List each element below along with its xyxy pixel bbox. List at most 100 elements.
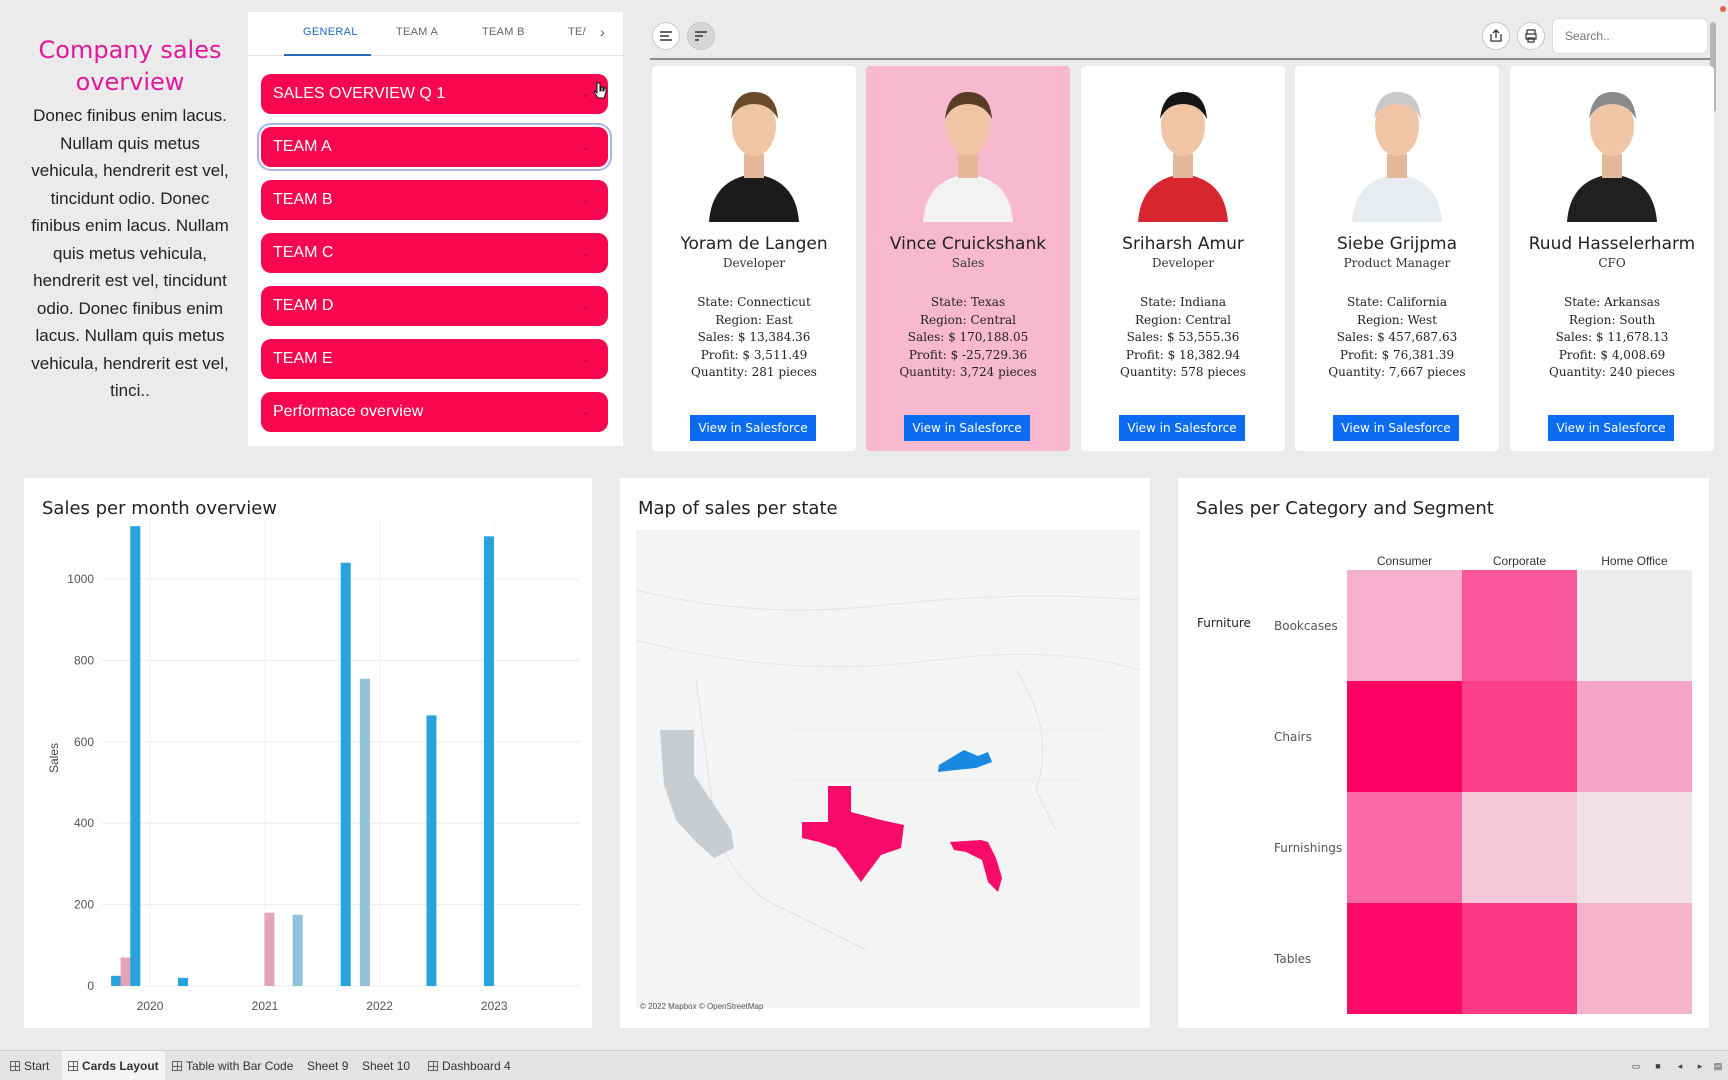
heatmap-cell[interactable]	[1347, 792, 1462, 903]
align-left-icon[interactable]	[652, 22, 680, 50]
heatmap-cell[interactable]	[1462, 903, 1577, 1014]
texas-shape[interactable]	[802, 786, 904, 882]
chevron-down-icon: ⌄	[580, 247, 590, 259]
heatmap-row-label: Chairs	[1274, 729, 1312, 744]
sheet-tab-dashboard-4[interactable]: Dashboard 4	[422, 1051, 517, 1080]
map-canvas[interactable]	[635, 530, 1141, 1008]
california-shape[interactable]	[660, 730, 734, 858]
view-in-salesforce-button[interactable]: View in Salesforce	[1548, 415, 1674, 441]
x-tick-label: 2022	[366, 999, 393, 1013]
heatmap-cell[interactable]	[1347, 681, 1462, 792]
bar	[130, 526, 141, 986]
tab-bar: GENERAL TEAM A TEAM B TE/ ›	[248, 12, 623, 56]
person-details: State: Indiana Region: Central Sales: $ 53…	[1081, 294, 1285, 382]
tab-team-a[interactable]: TEAM A	[396, 26, 439, 38]
heatmap-cell[interactable]	[1462, 792, 1577, 903]
tab-general[interactable]: GENERAL	[303, 26, 358, 38]
tab-team-c[interactable]: TE/	[568, 26, 587, 38]
person-state: State: Texas	[930, 295, 1006, 309]
sheet-tab-sheet-9[interactable]: Sheet 9	[307, 1059, 349, 1073]
search-input[interactable]	[1552, 18, 1708, 54]
accordion-team-b[interactable]: TEAM B ⌄	[261, 180, 608, 220]
person-state: State: Arkansas	[1563, 295, 1660, 309]
accordion-team-e[interactable]: TEAM E ⌄	[261, 339, 608, 379]
heatmap-cell[interactable]	[1577, 570, 1692, 681]
view-in-salesforce-button[interactable]: View in Salesforce	[690, 415, 816, 441]
person-card[interactable]: Yoram de Langen Developer State: Connectic…	[652, 66, 856, 451]
accordion-performance-overview[interactable]: Performace overview ⌄	[261, 392, 608, 432]
filmstrip-view-icon[interactable]: ▭	[1631, 1061, 1641, 1071]
sheet-tab-bar: Start Cards Layout Table with Bar Code S…	[0, 1050, 1728, 1080]
dashboard-icon	[428, 1061, 438, 1071]
person-card[interactable]: Sriharsh Amur Developer State: Indiana Regi…	[1081, 66, 1285, 451]
view-in-salesforce-button[interactable]: View in Salesforce	[1333, 415, 1459, 441]
avatar	[1352, 92, 1442, 222]
heatmap-cell[interactable]	[1577, 903, 1692, 1014]
sheet-tab-start[interactable]: Start	[4, 1051, 55, 1080]
sheet-label: Dashboard 4	[442, 1059, 511, 1073]
sheet-label: Cards Layout	[82, 1059, 159, 1073]
bar	[426, 715, 437, 986]
chevron-down-icon: ⌄	[580, 194, 590, 206]
accordion-label: TEAM D	[273, 297, 334, 314]
bar	[340, 562, 351, 986]
chevron-down-icon: ⌄	[580, 406, 590, 418]
print-icon[interactable]	[1517, 22, 1545, 50]
accordion-sales-overview-q1[interactable]: SALES OVERVIEW Q 1 ⌄	[261, 74, 608, 114]
kentucky-shape[interactable]	[938, 750, 992, 772]
person-role: Product Manager	[1343, 256, 1451, 270]
person-card[interactable]: Vince Cruickshank Sales State: Texas Region…	[866, 66, 1070, 451]
y-tick-label: 0	[87, 979, 94, 993]
sheet-tab-cards-layout[interactable]: Cards Layout	[62, 1051, 165, 1080]
accordion-label: Performace overview	[273, 403, 424, 420]
y-axis-label: Sales	[47, 743, 61, 773]
grid-view-icon[interactable]: ■	[1655, 1061, 1661, 1071]
heatmap-cell[interactable]	[1462, 570, 1577, 681]
heatmap-panel: Sales per Category and Segment Consumer C…	[1178, 478, 1709, 1028]
person-card[interactable]: Ruud Hasselerharm CFO State: Arkansas Regio…	[1510, 66, 1714, 451]
toolbar-divider	[650, 58, 1712, 60]
accordion-team-a[interactable]: TEAM A ⌄	[261, 127, 608, 167]
heatmap-cell[interactable]	[1577, 681, 1692, 792]
person-card[interactable]: Siebe Grijpma Product Manager State: Calif…	[1295, 66, 1499, 451]
sheet-label: Start	[24, 1059, 50, 1073]
accordion-team-d[interactable]: TEAM D ⌄	[261, 286, 608, 326]
next-sheet-icon[interactable]: ▸	[1697, 1061, 1703, 1071]
bar	[178, 977, 189, 986]
sheet-tab-table-with-bar-code[interactable]: Table with Bar Code	[166, 1051, 299, 1080]
heatmap-cell[interactable]	[1462, 681, 1577, 792]
bar	[120, 957, 131, 986]
sheet-list-icon[interactable]: ▤	[1713, 1061, 1723, 1071]
map-title: Map of sales per state	[638, 498, 838, 519]
person-details: State: Connecticut Region: East Sales: $ 1…	[652, 294, 856, 382]
person-role: Developer	[722, 256, 786, 270]
accordion-team-c[interactable]: TEAM C ⌄	[261, 233, 608, 273]
close-dot-icon[interactable]	[1720, 6, 1726, 12]
heatmap-cell[interactable]	[1347, 903, 1462, 1014]
previous-sheet-icon[interactable]: ◂	[1677, 1061, 1683, 1071]
heatmap-cell[interactable]	[1347, 570, 1462, 681]
person-role: CFO	[1598, 256, 1626, 270]
share-icon[interactable]	[1482, 22, 1510, 50]
person-details: State: Texas Region: Central Sales: $ 170,…	[866, 294, 1070, 382]
sort-icon[interactable]	[687, 22, 715, 50]
x-tick-label: 2020	[137, 999, 164, 1013]
tab-scroll-right-icon[interactable]: ›	[600, 24, 605, 40]
person-profit: Profit: $ 76,381.39	[1339, 347, 1455, 362]
view-in-salesforce-button[interactable]: View in Salesforce	[904, 415, 1030, 441]
person-quantity: Quantity: 240 pieces	[1549, 365, 1675, 379]
navigation-panel: GENERAL TEAM A TEAM B TE/ › SALES OVERVI…	[248, 12, 623, 446]
tab-team-b[interactable]: TEAM B	[482, 26, 525, 38]
intro-text: Donec finibus enim lacus. Nullam quis me…	[31, 106, 229, 400]
florida-shape[interactable]	[950, 840, 1002, 892]
heatmap-column-header: Home Office	[1601, 554, 1668, 568]
bar	[111, 975, 122, 986]
sheet-tab-sheet-10[interactable]: Sheet 10	[362, 1059, 411, 1073]
person-name: Ruud Hasselerharm	[1528, 234, 1696, 254]
heatmap-cell[interactable]	[1577, 792, 1692, 903]
accordion-label: TEAM E	[273, 350, 333, 367]
active-tab-indicator	[284, 54, 371, 56]
bar	[264, 912, 275, 986]
person-region: Region: Central	[919, 312, 1017, 327]
view-in-salesforce-button[interactable]: View in Salesforce	[1119, 415, 1245, 441]
